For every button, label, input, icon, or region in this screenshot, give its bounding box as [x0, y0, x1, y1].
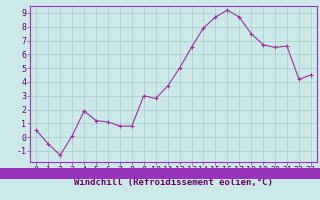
- X-axis label: Windchill (Refroidissement éolien,°C): Windchill (Refroidissement éolien,°C): [74, 178, 273, 187]
